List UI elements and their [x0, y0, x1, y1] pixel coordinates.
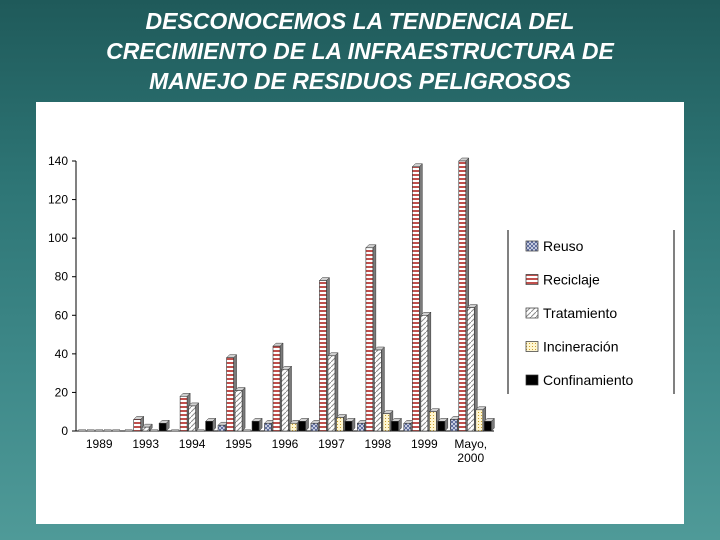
bar-confinamiento-6 [390, 417, 402, 432]
bar-incineraci-n-2 [196, 429, 205, 432]
x-tick-label: 1996 [272, 437, 299, 451]
bar-reciclaje-0 [87, 429, 95, 432]
y-tick-label: 60 [55, 308, 69, 322]
legend-label: Reuso [543, 238, 584, 254]
bar-tratamiento-1 [141, 423, 153, 432]
bar-confinamiento-3 [251, 417, 263, 432]
bar-reuso-2 [171, 429, 179, 432]
y-tick-label: 0 [61, 424, 68, 438]
bar-confinamiento-8 [483, 417, 495, 432]
bar-tratamiento-7 [420, 311, 432, 432]
legend-label: Confinamiento [543, 372, 633, 388]
bar-incineraci-n-0 [104, 429, 112, 432]
bar-tratamiento-3 [234, 386, 246, 432]
bar-tratamiento-6 [373, 346, 385, 432]
bar-reuso-0 [78, 429, 86, 432]
y-tick-label: 140 [48, 154, 68, 168]
legend-label: Reciclaje [543, 272, 600, 288]
bar-reuso-1 [124, 429, 133, 432]
x-tick-label: 1999 [411, 437, 438, 451]
x-tick-label: 1989 [86, 437, 113, 451]
legend-label: Tratamiento [543, 305, 617, 321]
bar-confinamiento-7 [437, 417, 449, 432]
x-tick-label: 1997 [318, 437, 345, 451]
bar-incineraci-n-1 [150, 429, 158, 432]
legend-swatch [525, 240, 539, 252]
legend-swatch [525, 374, 539, 386]
x-tick-label: 1994 [179, 437, 206, 451]
x-tick-label: 1998 [365, 437, 392, 451]
bar-confinamiento-4 [297, 417, 310, 432]
bar-confinamiento-0 [112, 429, 120, 432]
y-tick-label: 120 [48, 193, 68, 207]
x-tick-label: 1993 [132, 437, 159, 451]
bar-tratamiento-2 [188, 402, 200, 432]
legend-swatch [525, 307, 539, 319]
bar-confinamiento-2 [205, 417, 217, 432]
x-tick-label: Mayo, 2000 [454, 437, 487, 465]
bar-tratamiento-5 [327, 352, 339, 432]
slide-title: DESCONOCEMOS LA TENDENCIA DEL CRECIMIENT… [106, 8, 614, 94]
x-tick-label: 1995 [225, 437, 252, 451]
y-tick-label: 100 [48, 231, 68, 245]
bar-confinamiento-1 [158, 419, 170, 432]
bar-reciclaje-7 [411, 163, 423, 432]
legend-swatch [525, 341, 539, 352]
bar-incineraci-n-3 [243, 429, 251, 432]
y-tick-label: 80 [55, 270, 69, 284]
y-tick-label: 40 [55, 347, 69, 361]
legend: Reuso Reciclaje Tratamiento Incineración Con… [507, 230, 675, 394]
bar-tratamiento-0 [95, 429, 103, 432]
bar-confinamiento-5 [344, 417, 356, 432]
y-tick-label: 20 [55, 385, 69, 399]
legend-swatch [525, 274, 539, 285]
bar-tratamiento-4 [280, 365, 293, 432]
bars [78, 157, 495, 432]
x-axis-labels: 1989 1993 1994 1995 1996 1997 1998 1999 Mayo, 200… [86, 437, 487, 465]
chart-panel: 0 20 40 60 80 100 120 140 1989 1993 1994 1995 1996 1… [36, 102, 684, 524]
legend-label: Incineración [543, 339, 619, 355]
